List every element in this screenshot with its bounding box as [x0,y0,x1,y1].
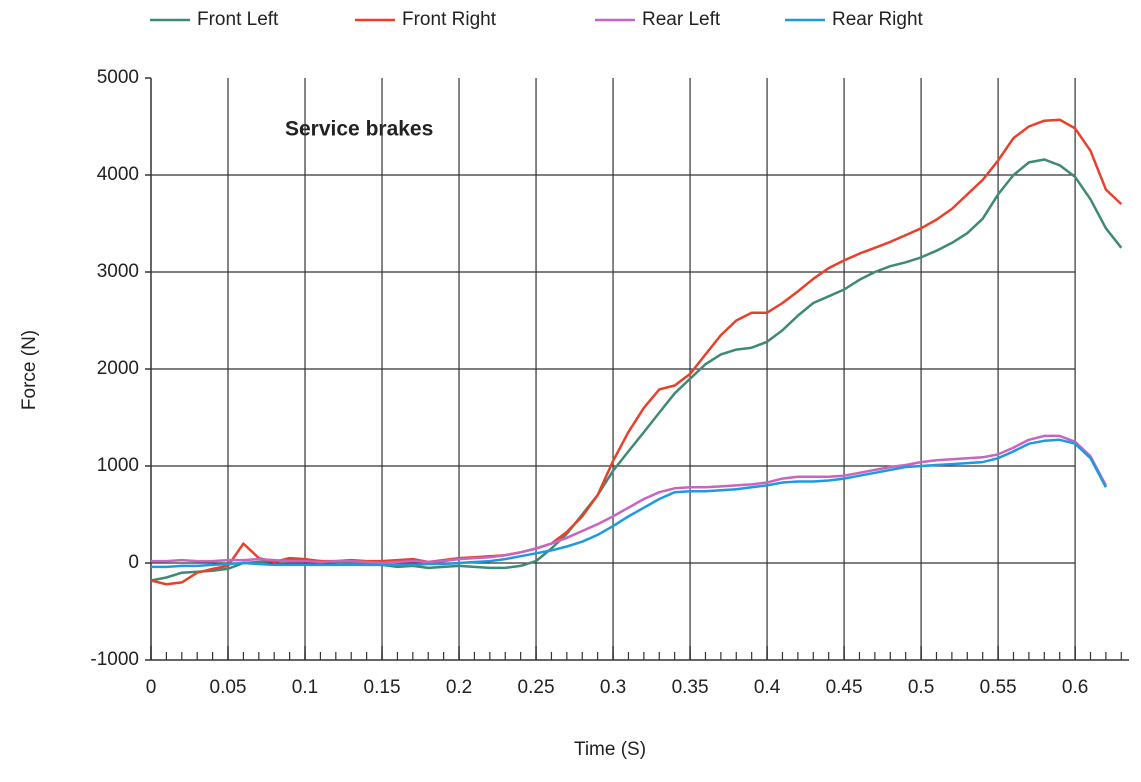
x-tick-label: 0.6 [1062,677,1088,698]
annotation: Service brakes [285,118,433,141]
y-tick-label: 4000 [97,164,139,185]
x-tick-label: 0.5 [908,677,934,698]
x-tick-label: 0.2 [446,677,472,698]
y-tick-label: -1000 [90,649,139,670]
y-axis-label: Force (N) [19,330,40,410]
legend-label: Front Left [197,9,279,30]
y-tick-label: 1000 [97,455,139,476]
y-tick-label: 5000 [97,67,139,88]
x-axis-label: Time (S) [574,739,646,760]
legend-label: Rear Right [832,9,924,30]
legend-label: Front Right [402,9,497,30]
x-tick-label: 0.25 [518,677,555,698]
series-line [150,158,1123,582]
x-tick-label: 0.55 [980,677,1017,698]
x-tick-label: 0.05 [210,677,247,698]
y-tick-label: 0 [128,552,139,573]
x-tick-label: 0.45 [826,677,863,698]
x-tick-label: 0.35 [672,677,709,698]
x-tick-label: 0.4 [754,677,781,698]
series-line [151,438,1108,569]
x-tick-label: 0.15 [364,677,401,698]
series-line [150,118,1123,586]
y-tick-label: 2000 [97,358,139,379]
x-tick-label: 0 [146,677,157,698]
x-tick-label: 0.3 [600,677,626,698]
legend-label: Rear Left [642,9,721,30]
series-line [151,434,1108,565]
y-tick-label: 3000 [97,261,139,282]
x-tick-label: 0.1 [292,677,318,698]
